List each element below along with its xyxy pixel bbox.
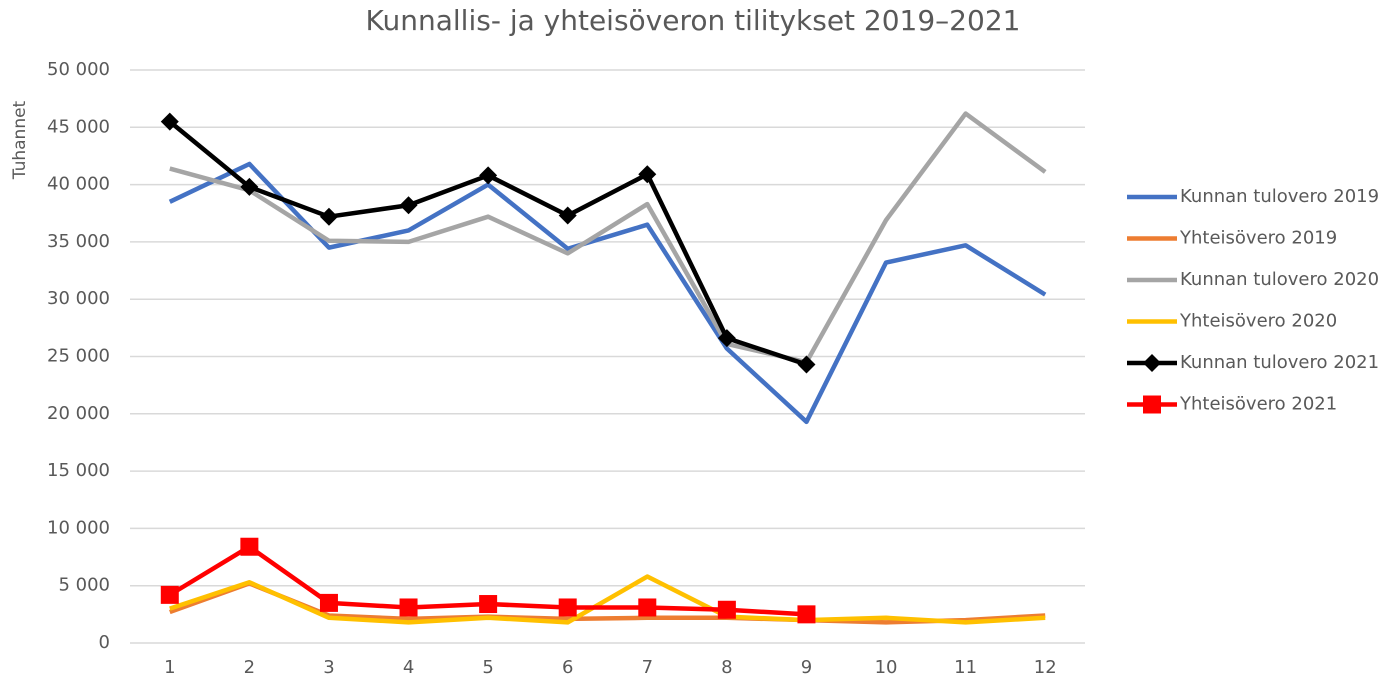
x-tick-label: 4: [403, 657, 414, 678]
point-marker: [717, 600, 736, 619]
x-tick-label: 11: [954, 657, 977, 678]
x-tick-label: 2: [244, 657, 255, 678]
point-marker: [240, 537, 259, 556]
y-tick-label: 5 000: [58, 575, 110, 596]
point-marker: [797, 605, 816, 624]
y-tick-label: 25 000: [47, 346, 110, 367]
legend-label: Kunnan tulovero 2020: [1180, 269, 1379, 290]
legend-marker: [1143, 395, 1161, 414]
point-marker: [638, 598, 657, 617]
legend-label: Yhteisövero 2021: [1179, 394, 1337, 415]
legend-label: Kunnan tulovero 2019: [1180, 186, 1379, 207]
point-marker: [717, 329, 736, 348]
point-marker: [479, 595, 498, 614]
x-tick-label: 12: [1034, 657, 1057, 678]
x-tick-label: 5: [482, 657, 493, 678]
point-marker: [797, 355, 816, 374]
legend-label: Yhteisövero 2019: [1179, 228, 1337, 249]
point-marker: [319, 207, 338, 226]
point-marker: [479, 166, 498, 185]
point-marker: [319, 593, 338, 612]
y-tick-label: 20 000: [47, 403, 110, 424]
y-tick-label: 45 000: [47, 116, 110, 137]
point-marker: [160, 585, 179, 604]
y-axis-label: Tuhannet: [10, 100, 30, 180]
y-tick-label: 35 000: [47, 231, 110, 252]
series-line: [168, 119, 808, 367]
x-tick-label: 6: [562, 657, 573, 678]
point-marker: [160, 112, 179, 131]
y-tick-label: 0: [99, 632, 110, 653]
y-tick-label: 30 000: [47, 288, 110, 309]
point-marker: [638, 165, 657, 184]
x-tick-label: 8: [721, 657, 732, 678]
series-line: [168, 161, 1047, 425]
y-tick-label: 50 000: [47, 59, 110, 80]
legend-label: Yhteisövero 2020: [1179, 311, 1337, 332]
x-tick-label: 9: [801, 657, 812, 678]
point-marker: [558, 598, 577, 617]
point-marker: [399, 598, 418, 617]
x-tick-label: 7: [642, 657, 653, 678]
series-line: [169, 574, 1046, 625]
legend-marker: [1143, 354, 1161, 372]
x-tick-label: 3: [323, 657, 334, 678]
legend-label: Kunnan tulovero 2021: [1180, 352, 1379, 373]
point-marker: [399, 196, 418, 215]
x-tick-label: 10: [875, 657, 898, 678]
x-tick-label: 1: [164, 657, 175, 678]
chart-title: Kunnallis- ja yhteisöveron tilitykset 20…: [366, 4, 1021, 37]
point-marker: [558, 206, 577, 225]
y-tick-label: 40 000: [47, 174, 110, 195]
y-tick-label: 10 000: [47, 517, 110, 538]
series-line: [169, 111, 1047, 365]
y-tick-label: 15 000: [47, 460, 110, 481]
point-marker: [240, 177, 259, 196]
